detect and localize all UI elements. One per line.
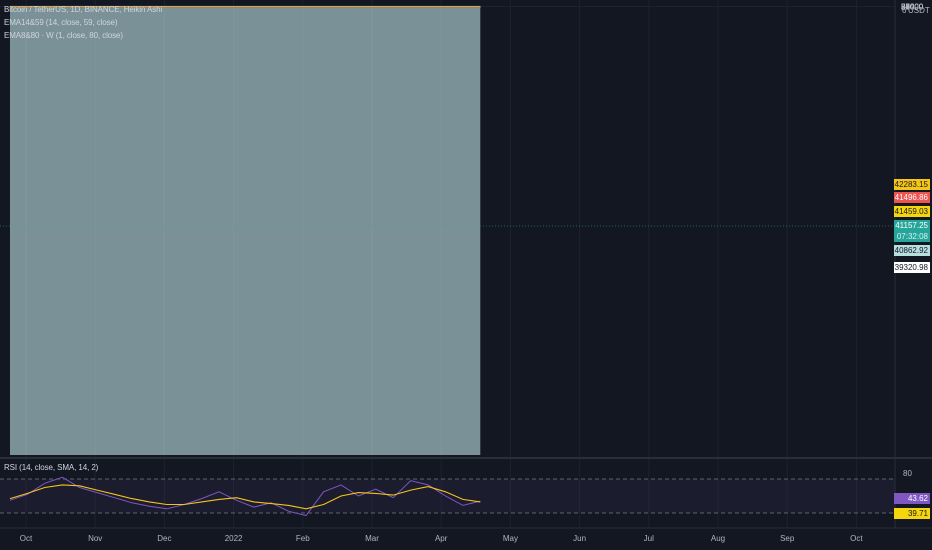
price-tick-54000: 54000 <box>901 3 924 12</box>
rsi-line <box>9 476 481 517</box>
price-label-ema59: 41459.03 <box>894 206 930 217</box>
time-tick-8: Jun <box>573 534 586 543</box>
time-tick-7: May <box>503 534 518 543</box>
time-tick-4: Feb <box>296 534 310 543</box>
price-label-cloud: 40862.92 <box>894 245 930 256</box>
rsi-band <box>0 479 895 513</box>
price-tick-33000: 33000 <box>901 3 924 12</box>
rsi-sma-line <box>9 484 481 510</box>
candle-body <box>479 6 482 8</box>
countdown-label: 07:32:08 <box>894 231 930 242</box>
time-tick-1: Nov <box>88 534 102 543</box>
time-tick-5: Mar <box>365 534 379 543</box>
time-tick-12: Oct <box>850 534 863 543</box>
price-tick-25400: 25400 <box>901 3 924 12</box>
price-tick-36000: 36000 <box>901 3 924 12</box>
price-tick-58000: 58000 <box>901 3 924 12</box>
price-label-ema-red: 41496.86 <box>894 192 930 203</box>
price-tick-29000: 29000 <box>901 3 924 12</box>
rsi-value-label: 43.62 <box>894 493 930 504</box>
price-label-ema80: 39320.98 <box>894 262 930 273</box>
rsi-sma-value-label: 39.71 <box>894 508 930 519</box>
price-axis[interactable]: 6300058000540005000036000330003100029000… <box>901 3 924 12</box>
ema8-80-legend[interactable]: EMA8&80 · W (1, close, 80, close) <box>4 31 123 40</box>
time-tick-10: Aug <box>711 534 725 543</box>
chart-title[interactable]: Bitcoin / TetherUS, 1D, BINANCE, Heikin … <box>4 5 163 14</box>
rsi-legend[interactable]: RSI (14, close, SMA, 14, 2) <box>4 463 99 472</box>
price-tick-50000: 50000 <box>901 3 924 12</box>
time-tick-3: 2022 <box>225 534 243 543</box>
time-tick-2: Dec <box>157 534 171 543</box>
price-label-last: 41157.25 <box>894 220 930 231</box>
price-tick-63000: 63000 <box>901 3 924 12</box>
rsi-tick-80: 80 <box>903 469 912 478</box>
ema14-59-legend[interactable]: EMA14&59 (14, close, 59, close) <box>4 18 118 27</box>
price-tick-31000: 31000 <box>901 3 924 12</box>
corner-label: 6 <box>902 6 907 15</box>
time-tick-0: Oct <box>20 534 33 543</box>
ema80-area <box>10 6 481 455</box>
time-tick-6: Apr <box>435 534 448 543</box>
time-tick-9: Jul <box>644 534 654 543</box>
price-tick-27000: 27000 <box>901 3 924 12</box>
time-axis[interactable]: Oct Nov Dec 2022 Feb Mar Apr May Jun Jul Aug Sep Oct <box>20 534 864 543</box>
price-label-ema14: 42283.15 <box>894 179 930 190</box>
time-tick-11: Sep <box>780 534 795 543</box>
currency-label: USDT <box>908 6 930 15</box>
